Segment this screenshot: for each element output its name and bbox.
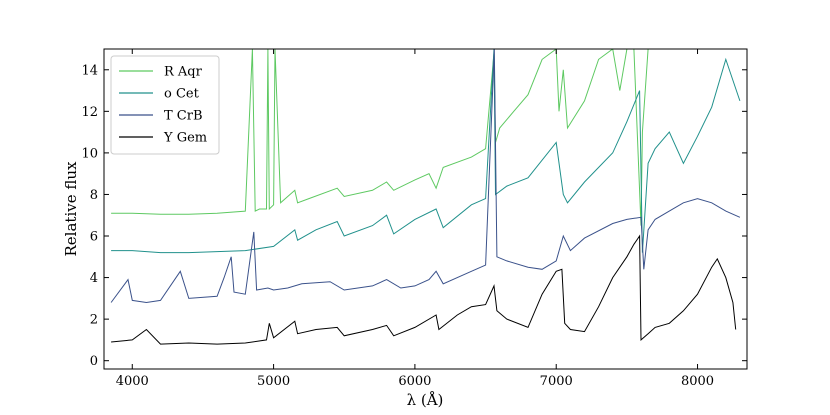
y-tick-label-6: 12 xyxy=(81,105,98,120)
series-line-1 xyxy=(111,49,741,254)
legend-label-2: T CrB xyxy=(164,109,203,124)
x-tick-label-4: 8000 xyxy=(681,374,714,389)
y-tick-label-5: 10 xyxy=(81,146,98,161)
y-axis-label: Relative flux xyxy=(62,161,80,257)
x-tick-label-3: 7000 xyxy=(540,374,573,389)
legend-label-3: Y Gem xyxy=(163,131,207,146)
y-tick-label-2: 4 xyxy=(90,271,98,286)
y-tick-label-1: 2 xyxy=(90,313,98,328)
plot-frame xyxy=(103,48,748,370)
legend-box xyxy=(110,55,220,155)
y-tick-label-0: 0 xyxy=(90,354,98,369)
y-tick-label-3: 6 xyxy=(90,230,98,245)
y-tick-label-7: 14 xyxy=(81,63,98,78)
ticks-layer: 4000 5000 6000 7000 8000 0 2 4 6 8 10 12 14 xyxy=(81,49,747,389)
legend: R Aqr o Cet T CrB Y Gem xyxy=(110,55,220,155)
x-tick-label-2: 6000 xyxy=(398,374,431,389)
x-tick-label-0: 4000 xyxy=(116,374,149,389)
legend-label-0: R Aqr xyxy=(164,65,203,80)
x-axis-label: λ (Å) xyxy=(407,391,444,409)
series-line-2 xyxy=(110,49,741,304)
series-layer xyxy=(110,49,741,345)
series-line-3 xyxy=(111,234,737,345)
x-tick-label-1: 5000 xyxy=(257,374,290,389)
y-tick-label-4: 8 xyxy=(90,188,98,203)
legend-label-1: o Cet xyxy=(164,87,200,102)
